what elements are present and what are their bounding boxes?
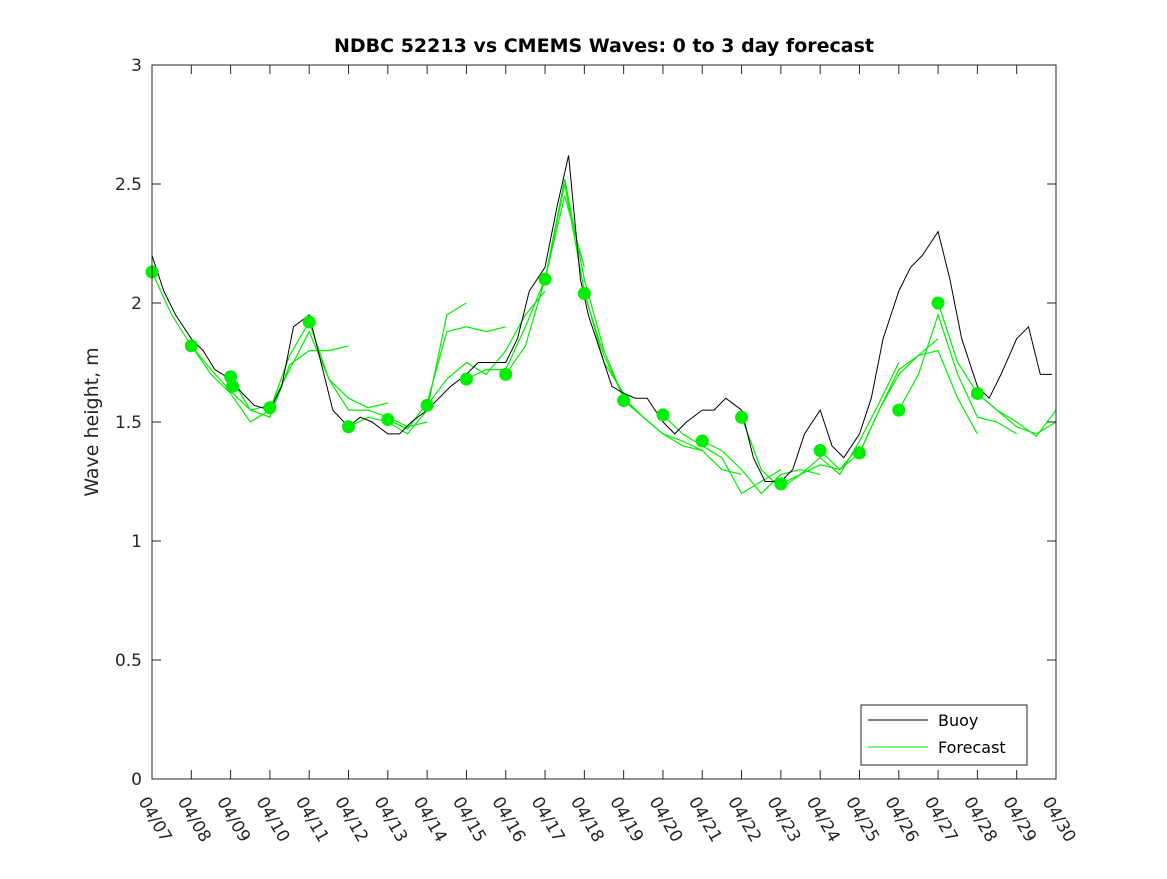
forecast-start-marker — [499, 367, 513, 381]
y-tick-label: 2 — [131, 294, 142, 314]
forecast-line — [858, 349, 978, 454]
forecast-line — [387, 326, 506, 430]
forecast-line — [977, 392, 1057, 438]
forecast-start-marker — [735, 410, 749, 424]
legend-buoy-label: Buoy — [938, 711, 978, 730]
plot-area — [152, 65, 1056, 779]
y-tick-label: 1 — [131, 532, 142, 552]
forecast-start-marker — [342, 420, 356, 434]
forecast-start-marker — [892, 403, 906, 417]
forecast-start-marker — [226, 379, 240, 393]
y-tick-label: 2.5 — [115, 175, 142, 195]
y-tick-label: 3 — [131, 56, 142, 76]
forecast-line — [308, 321, 428, 428]
y-tick-label: 1.5 — [115, 413, 142, 433]
forecast-line — [190, 321, 310, 423]
y-axis-label: Wave height, m — [81, 347, 103, 496]
forecast-start-marker — [184, 339, 198, 353]
forecast-line — [348, 302, 467, 435]
forecast-start-marker — [931, 296, 945, 310]
forecast-start-marker — [381, 413, 395, 427]
legend-box — [860, 704, 1028, 766]
forecast-line — [466, 195, 585, 380]
forecast-start-marker — [774, 477, 788, 491]
forecast-line — [426, 290, 546, 406]
legend-forecast-label: Forecast — [938, 738, 1006, 757]
forecast-line — [662, 414, 782, 495]
forecast-start-marker — [459, 372, 473, 386]
forecast-start-marker — [577, 286, 591, 300]
data-layer — [145, 155, 1057, 495]
forecast-line — [702, 440, 821, 495]
forecast-start-marker — [656, 408, 670, 422]
forecast-start-marker — [538, 272, 552, 286]
forecast-start-marker — [970, 386, 984, 400]
legend: Buoy Forecast — [860, 704, 1028, 766]
forecast-line — [780, 362, 900, 485]
forecast-start-marker — [263, 401, 277, 415]
forecast-start-marker — [617, 394, 631, 408]
forecast-line — [230, 345, 349, 418]
chart-title: NDBC 52213 vs CMEMS Waves: 0 to 3 day fo… — [334, 35, 874, 57]
forecast-start-marker — [813, 444, 827, 458]
forecast-line — [623, 400, 742, 475]
forecast-line — [898, 312, 1018, 435]
forecast-start-marker — [420, 398, 434, 412]
y-tick-label: 0 — [131, 770, 142, 790]
y-tick-label: 0.5 — [115, 651, 142, 671]
forecast-start-marker — [302, 315, 316, 329]
forecast-start-marker — [852, 446, 866, 460]
forecast-start-marker — [695, 434, 709, 448]
